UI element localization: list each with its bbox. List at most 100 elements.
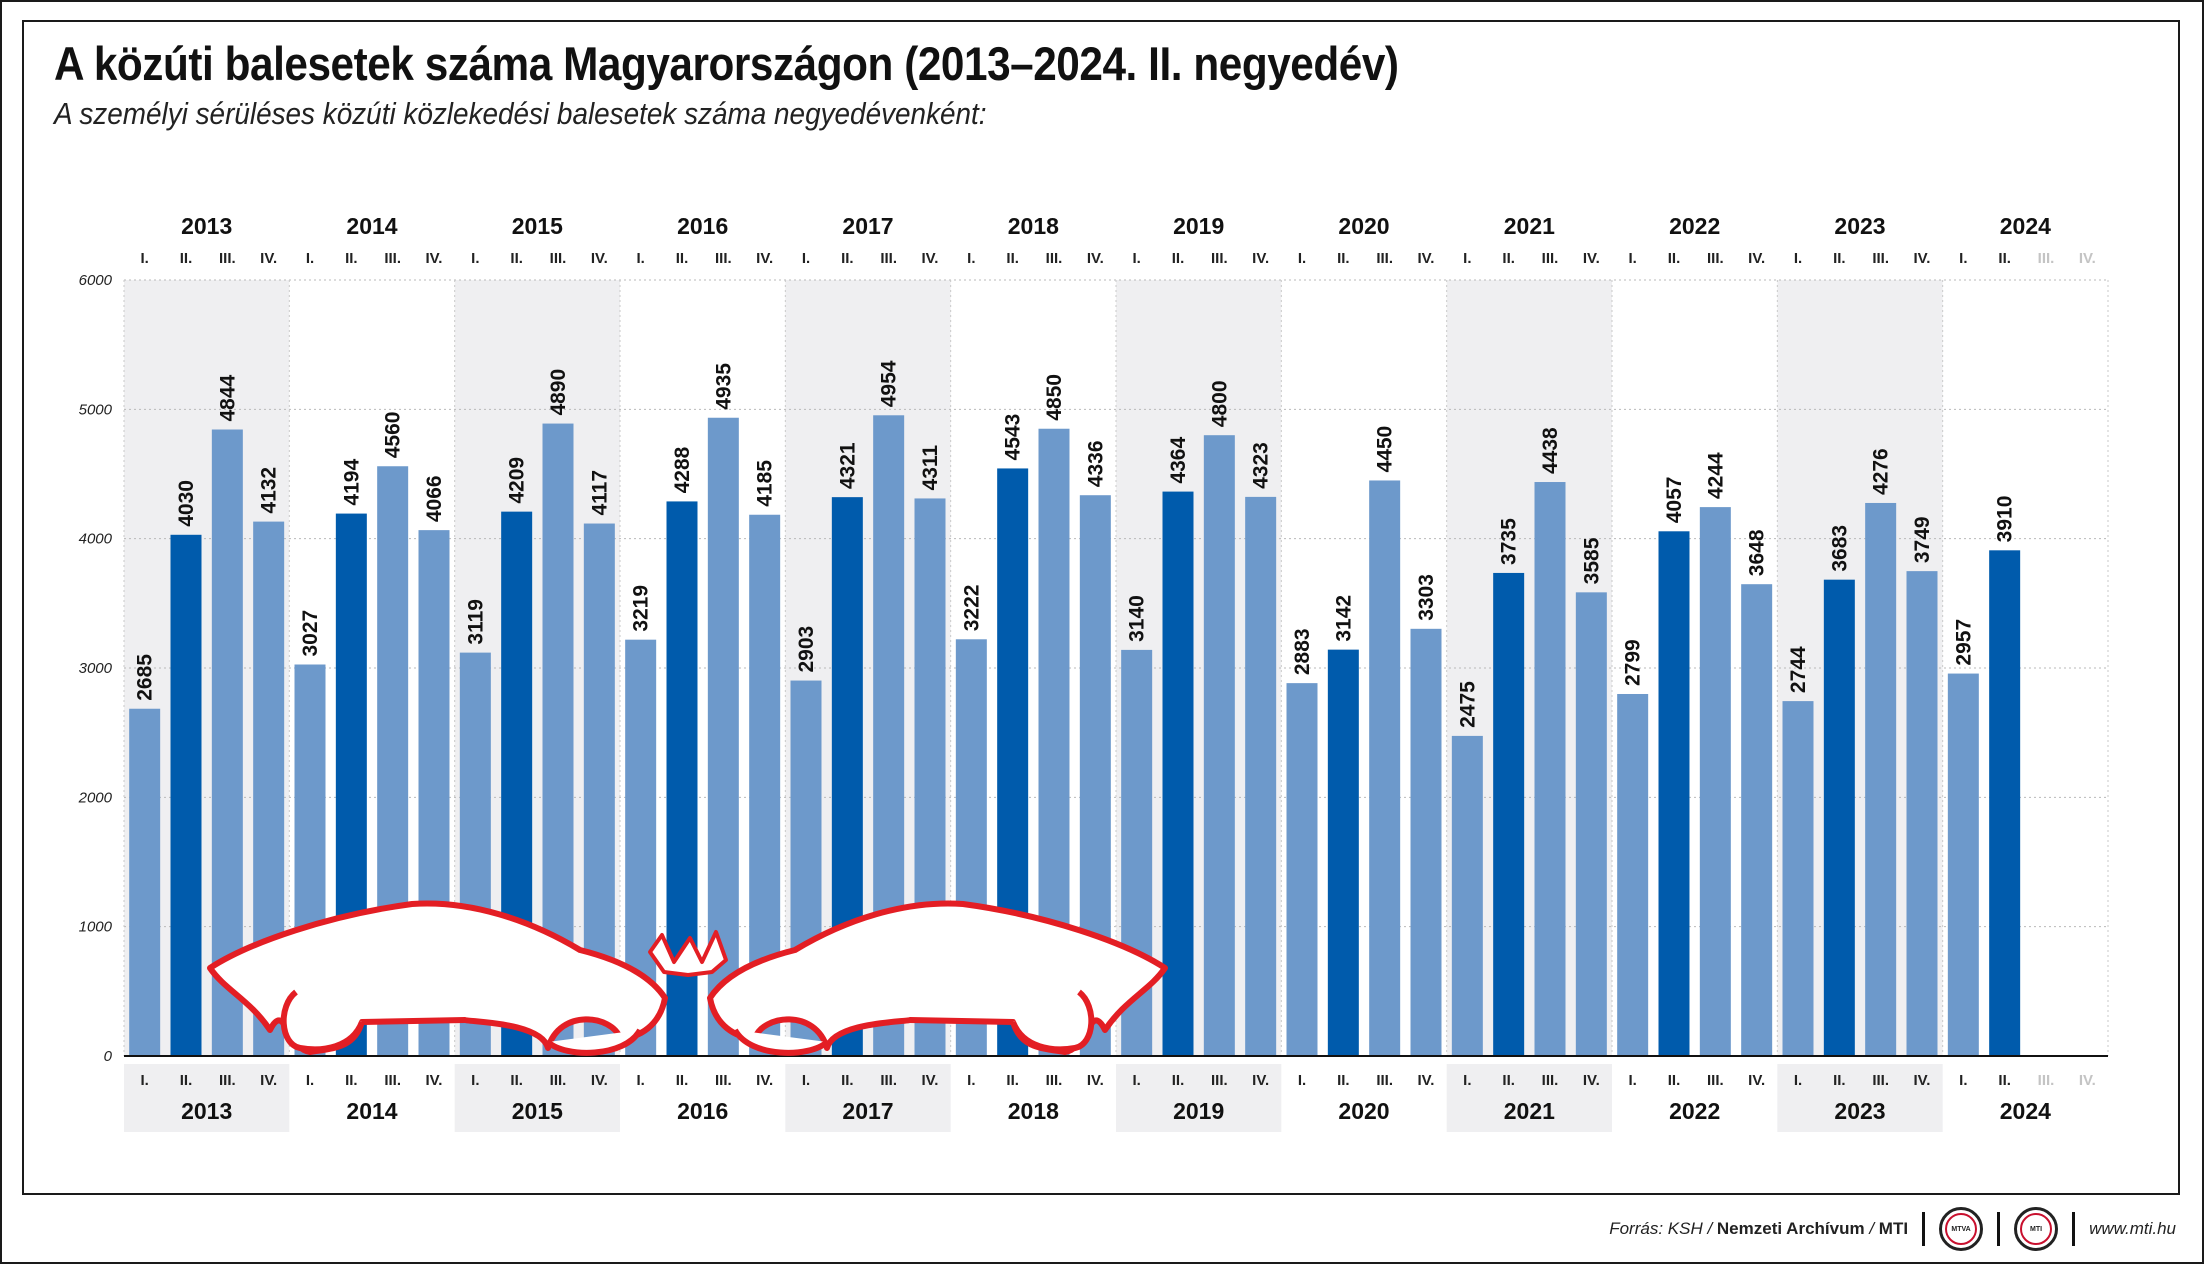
- quarter-label-top: IV.: [1087, 250, 1104, 267]
- right-car-group: [707, 900, 1168, 1056]
- quarter-label-top: I.: [471, 250, 479, 267]
- year-label-top: 2023: [1834, 213, 1885, 239]
- bar: [1493, 572, 1525, 1056]
- quarter-label-top: II.: [1833, 250, 1846, 267]
- bar: [1865, 502, 1897, 1056]
- year-label-top: 2024: [2000, 213, 2051, 239]
- quarter-label-bottom: III.: [219, 1072, 236, 1089]
- y-tick-label: 1000: [79, 919, 113, 936]
- left-car-wheel-icon: [280, 989, 365, 1053]
- bar-value-label: 4364: [1167, 437, 1190, 484]
- year-label-band: [1446, 1064, 1612, 1132]
- quarter-label-bottom: IV.: [260, 1072, 277, 1089]
- bar-value-label: 2883: [1291, 628, 1314, 675]
- quarter-label-top: IV.: [260, 250, 277, 267]
- quarter-label-bottom: I.: [802, 1072, 810, 1089]
- quarter-label-bottom: IV.: [922, 1072, 939, 1089]
- bar-value-label: 2957: [1952, 619, 1975, 666]
- quarter-label-top: II.: [1006, 250, 1019, 267]
- quarter-label-top: IV.: [1748, 250, 1765, 267]
- quarter-label-bottom: I.: [1132, 1072, 1140, 1089]
- bar-value-label: 4890: [547, 369, 570, 416]
- year-label-bottom: 2016: [677, 1098, 728, 1124]
- footer-divider: [1997, 1212, 2001, 1246]
- mtva-logo-icon: MTVA: [1939, 1207, 1984, 1251]
- quarter-label-bottom: I.: [1628, 1072, 1636, 1089]
- quarter-label-top: I.: [140, 250, 148, 267]
- year-label-bottom: 2013: [181, 1098, 232, 1124]
- bar-value-label: 4844: [216, 374, 239, 421]
- bar-value-label: 3140: [1126, 595, 1149, 642]
- quarter-label-bottom: III.: [1707, 1072, 1724, 1089]
- quarter-label-bottom: I.: [967, 1072, 975, 1089]
- bar: [1286, 683, 1318, 1056]
- quarter-label-top: II.: [1337, 250, 1350, 267]
- quarter-label-bottom: I.: [1298, 1072, 1306, 1089]
- quarter-label-top: IV.: [1583, 250, 1600, 267]
- bar-value-label: 4543: [1002, 414, 1025, 461]
- quarter-label-top: I.: [967, 250, 975, 267]
- bar-value-label: 4117: [588, 470, 611, 516]
- bar: [1947, 673, 1979, 1056]
- year-label-bottom: 2022: [1669, 1098, 1720, 1124]
- bar: [1410, 628, 1442, 1056]
- quarter-label-top: III.: [1872, 250, 1889, 267]
- bar: [1658, 531, 1690, 1056]
- year-label-bottom: 2020: [1338, 1098, 1389, 1124]
- bar-value-label: 4030: [175, 480, 198, 527]
- year-label-top: 2020: [1338, 213, 1389, 239]
- bar: [1989, 550, 2021, 1056]
- bar-value-label: 4935: [712, 363, 735, 410]
- quarter-label-top: III.: [1542, 250, 1559, 267]
- quarter-label-bottom: III.: [384, 1072, 401, 1089]
- bar-value-label: 4438: [1539, 427, 1562, 474]
- bar-value-label: 4954: [878, 360, 901, 407]
- bar-value-label: 2685: [134, 654, 157, 701]
- year-label-bottom: 2014: [346, 1098, 397, 1124]
- bar-value-label: 3219: [630, 585, 653, 632]
- quarter-label-bottom: IV.: [756, 1072, 773, 1089]
- quarter-label-bottom: I.: [306, 1072, 314, 1089]
- quarter-label-top: III.: [1376, 250, 1393, 267]
- year-label-band: [785, 1064, 951, 1132]
- quarter-label-top: III.: [880, 250, 897, 267]
- website-url: www.mti.hu: [2089, 1219, 2176, 1238]
- bar: [1327, 649, 1359, 1056]
- bar-value-label: 4057: [1663, 477, 1686, 524]
- bar-value-label: 3683: [1828, 525, 1851, 572]
- y-tick-label: 0: [104, 1048, 113, 1065]
- quarter-label-bottom: II.: [1668, 1072, 1681, 1089]
- bar-value-label: 2475: [1456, 681, 1479, 728]
- quarter-label-top: III.: [715, 250, 732, 267]
- bar: [1782, 701, 1814, 1056]
- quarter-label-top: II.: [510, 250, 523, 267]
- quarter-label-bottom: I.: [1959, 1072, 1967, 1089]
- bar-value-label: 4276: [1870, 448, 1893, 495]
- year-label-bottom: 2017: [842, 1098, 893, 1124]
- quarter-label-top: III.: [1046, 250, 1063, 267]
- year-label-bottom: 2024: [2000, 1098, 2051, 1124]
- footer: Forrás: KSH / Nemzeti Archívum / MTI MTV…: [1609, 1207, 2176, 1251]
- source-archive: Nemzeti Archívum: [1716, 1219, 1865, 1238]
- bar: [1534, 482, 1566, 1056]
- year-label-top: 2015: [512, 213, 563, 239]
- bar: [1575, 592, 1607, 1056]
- year-label-band: [454, 1064, 620, 1132]
- quarter-label-top: IV.: [591, 250, 608, 267]
- bar-value-label: 3749: [1911, 516, 1934, 563]
- year-label-top: 2022: [1669, 213, 1720, 239]
- year-label-top: 2021: [1504, 213, 1555, 239]
- bar-value-label: 4066: [423, 475, 446, 522]
- source-text: Forrás: KSH / Nemzeti Archívum / MTI: [1609, 1219, 1908, 1239]
- quarter-label-bottom: III.: [2038, 1072, 2055, 1089]
- quarter-label-bottom: II.: [510, 1072, 523, 1089]
- bar-value-label: 4560: [382, 412, 405, 459]
- bar-value-label: 3119: [464, 599, 487, 645]
- bar: [1451, 735, 1483, 1056]
- quarter-label-bottom: I.: [471, 1072, 479, 1089]
- year-label-top: 2013: [181, 213, 232, 239]
- footer-divider: [1922, 1212, 1926, 1246]
- bar-value-label: 4850: [1043, 374, 1066, 421]
- bar: [1369, 480, 1401, 1056]
